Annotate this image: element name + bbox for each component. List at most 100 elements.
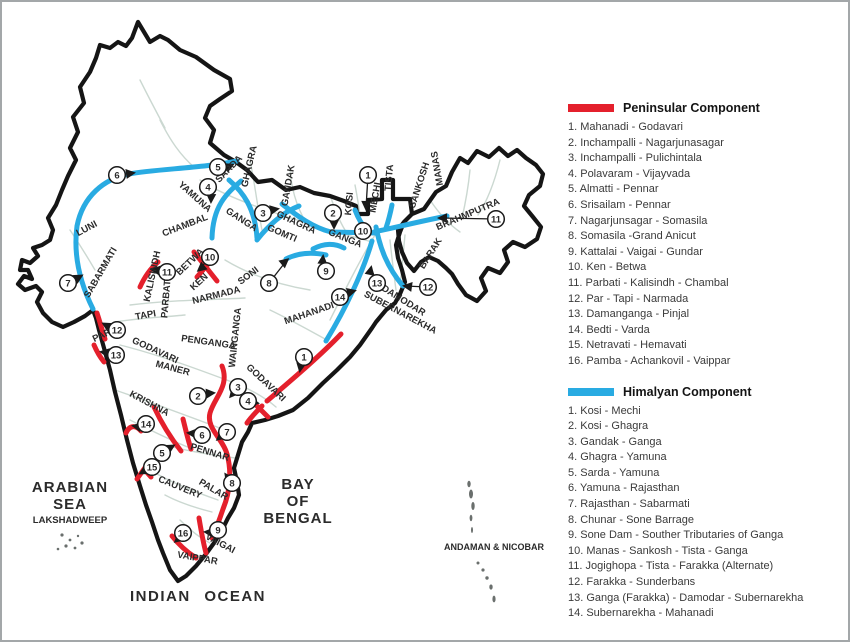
river-label: TAPI [134, 308, 157, 322]
link-arrow-icon [125, 169, 136, 179]
marker-number: 9 [215, 525, 220, 536]
river-label: KEN [188, 271, 210, 293]
legend-section-himalayan: Himalyan Component 1. Kosi - Mechi 2. Kos… [568, 384, 848, 622]
marker-number: 5 [159, 448, 165, 459]
india-outline [15, 19, 546, 584]
marker-number: 5 [215, 162, 221, 173]
numbered-marker-circle [142, 457, 162, 477]
legend-item: 6. Srisailam - Pennar [568, 198, 671, 211]
legend-item: 4. Ghagra - Yamuna [568, 451, 667, 464]
link-arrow-icon [364, 265, 375, 276]
marker-number: 8 [229, 478, 234, 489]
numbered-marker-circle [367, 273, 387, 293]
legend-item: 10. Ken - Betwa [568, 261, 647, 274]
numbered-marker-circle [208, 157, 228, 177]
link-arrow-icon [196, 261, 208, 272]
marker-number: 3 [235, 382, 240, 393]
sea-label: OF [287, 493, 310, 510]
marker-number: 10 [358, 226, 369, 237]
river-label: CHAMBAL [161, 212, 210, 240]
link-arrow-icon [361, 200, 372, 211]
sea-label: SEA [53, 496, 87, 513]
legend-item: 1. Mahanadi - Godavari [568, 121, 683, 133]
legend: Peninsular Component 1. Mahanadi - Godav… [568, 101, 848, 637]
himalayan-list: 1. Kosi - Mechi 2. Kosi - Ghagra 3. Gandak… [568, 404, 848, 622]
river-label: KOSI [343, 192, 356, 216]
legend-item: 12. Par - Tapi - Narmada [568, 292, 689, 305]
numbered-marker-circle [208, 520, 228, 540]
legend-item: 14. Bedti - Varda [568, 323, 650, 336]
numbered-marker-circle [253, 203, 273, 223]
numbered-marker-circle [217, 422, 237, 442]
numbered-marker-circle [173, 523, 193, 543]
link-arrow-icon [278, 258, 290, 269]
link-arrow-icon [402, 282, 413, 292]
peninsular-title: Peninsular Component [623, 101, 760, 115]
numbered-marker-circle [222, 473, 242, 493]
numbered-marker-circle [294, 347, 314, 367]
legend-header-himalayan: Himalyan Component [568, 384, 848, 399]
numbered-marker-circle [198, 177, 218, 197]
numbered-marker-circle [107, 165, 127, 185]
peninsular-color-swatch [568, 104, 614, 112]
numbered-marker-circle [323, 203, 343, 223]
marker-number: 1 [365, 170, 371, 181]
legend-item: 6. Yamuna - Rajasthan [568, 482, 680, 495]
river-label: MANAS [429, 150, 446, 186]
marker-number: 16 [178, 528, 189, 539]
legend-item: 12. Farakka - Sunderbans [568, 576, 696, 589]
marker-number: 6 [114, 170, 119, 181]
marker-number: 14 [141, 419, 152, 430]
marker-number: 2 [195, 391, 200, 402]
link-arrow-icon [317, 254, 328, 265]
marker-number: 14 [335, 292, 346, 303]
peninsular-links [91, 249, 344, 561]
legend-item: 5. Almatti - Pennar [568, 183, 659, 196]
legend-item: 13. Ganga (Farakka) - Damodar - Subernar… [568, 591, 804, 604]
legend-item: 5. Sarda - Yamuna [568, 466, 660, 479]
river-label: GODAVARI [130, 335, 180, 366]
himalayan-color-swatch [568, 387, 614, 396]
legend-item: 16. Pamba - Achankovil - Vaippar [568, 354, 731, 367]
numbered-marker-circle [58, 273, 78, 293]
link-arrow-icon [437, 213, 448, 224]
marker-number: 9 [323, 266, 328, 277]
marker-number: 7 [224, 427, 229, 438]
numbered-marker-circle [152, 443, 172, 463]
link-arrow-icon [72, 274, 84, 284]
marker-number: 12 [423, 282, 434, 293]
numbered-marker-circle [330, 287, 350, 307]
marker-number: 7 [65, 278, 70, 289]
link-arrow-icon [150, 265, 161, 276]
marker-number: 12 [112, 325, 123, 336]
river-label: KRISHNA [127, 389, 171, 419]
marker-number: 2 [330, 208, 335, 219]
marker-number: 4 [245, 396, 251, 407]
river-label: TISTA [383, 164, 396, 192]
legend-item: 9. Sone Dam - Souther Tributaries of Gan… [568, 529, 784, 542]
marker-number: 6 [199, 430, 204, 441]
legend-item: 15. Netravati - Hemavati [568, 339, 687, 352]
river-label: PARBATI [159, 277, 174, 319]
numbered-marker-circle [486, 209, 506, 229]
river-label: SABARMATI [82, 246, 120, 300]
numbered-marker-circle [316, 261, 336, 281]
numbered-marker-circle [353, 221, 373, 241]
marker-number: 15 [147, 462, 158, 473]
legend-item: 10. Manas - Sankosh - Tista - Ganga [568, 544, 748, 557]
river-label: MAHANADI [283, 300, 335, 327]
numbered-marker-circle [259, 273, 279, 293]
marker-number: 1 [301, 352, 307, 363]
himalayan-links [73, 158, 450, 344]
marker-leader [439, 217, 497, 220]
marker-number: 13 [372, 278, 383, 289]
sea-label: BENGAL [263, 510, 332, 527]
marker-number: 11 [491, 214, 502, 225]
legend-item: 3. Inchampalli - Pulichintala [568, 152, 702, 165]
himalayan-title: Himalyan Component [623, 384, 752, 399]
numbered-marker-circle [157, 262, 177, 282]
numbered-marker-circle [106, 345, 126, 365]
legend-item: 2. Kosi - Ghagra [568, 420, 649, 433]
